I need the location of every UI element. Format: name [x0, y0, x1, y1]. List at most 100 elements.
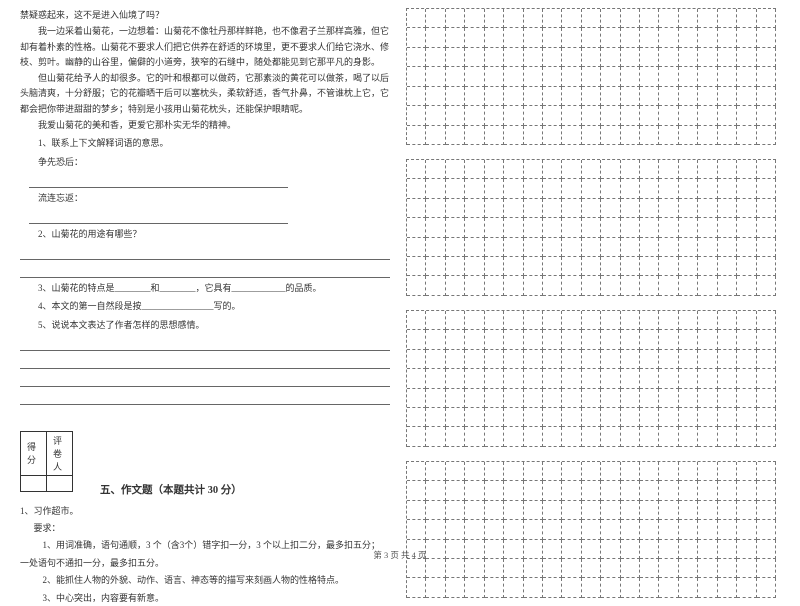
- writing-grid-cell[interactable]: [465, 48, 484, 67]
- writing-grid-cell[interactable]: [698, 427, 717, 446]
- writing-grid-cell[interactable]: [659, 330, 678, 349]
- writing-grid-cell[interactable]: [737, 559, 756, 578]
- writing-grid-cell[interactable]: [426, 238, 445, 257]
- writing-grid-cell[interactable]: [465, 28, 484, 47]
- writing-grid-cell[interactable]: [737, 257, 756, 276]
- writing-grid-cell[interactable]: [679, 28, 698, 47]
- writing-grid-cell[interactable]: [679, 87, 698, 106]
- writing-grid-cell[interactable]: [582, 389, 601, 408]
- writing-grid-cell[interactable]: [407, 330, 426, 349]
- writing-grid-cell[interactable]: [485, 462, 504, 481]
- writing-grid-cell[interactable]: [757, 199, 776, 218]
- writing-grid-cell[interactable]: [640, 276, 659, 295]
- writing-grid-cell[interactable]: [446, 179, 465, 198]
- writing-grid-cell[interactable]: [426, 179, 445, 198]
- writing-grid-cell[interactable]: [426, 369, 445, 388]
- writing-grid-cell[interactable]: [407, 28, 426, 47]
- writing-grid-cell[interactable]: [465, 501, 484, 520]
- writing-grid-cell[interactable]: [640, 350, 659, 369]
- writing-grid-cell[interactable]: [757, 501, 776, 520]
- answer-line[interactable]: [20, 373, 390, 387]
- writing-grid-cell[interactable]: [621, 481, 640, 500]
- writing-grid-cell[interactable]: [718, 48, 737, 67]
- writing-grid-cell[interactable]: [718, 408, 737, 427]
- writing-grid-cell[interactable]: [582, 126, 601, 145]
- writing-grid-cell[interactable]: [679, 350, 698, 369]
- writing-grid-cell[interactable]: [524, 276, 543, 295]
- writing-grid-cell[interactable]: [504, 369, 523, 388]
- writing-grid-cell[interactable]: [504, 238, 523, 257]
- writing-grid-cell[interactable]: [679, 427, 698, 446]
- writing-grid-cell[interactable]: [698, 160, 717, 179]
- writing-grid-cell[interactable]: [504, 257, 523, 276]
- writing-grid-cell[interactable]: [465, 369, 484, 388]
- writing-grid-cell[interactable]: [737, 9, 756, 28]
- writing-grid-cell[interactable]: [621, 427, 640, 446]
- writing-grid-cell[interactable]: [640, 501, 659, 520]
- writing-grid-cell[interactable]: [485, 28, 504, 47]
- writing-grid-cell[interactable]: [601, 199, 620, 218]
- writing-grid-cell[interactable]: [698, 559, 717, 578]
- writing-grid-cell[interactable]: [718, 179, 737, 198]
- writing-grid-cell[interactable]: [601, 369, 620, 388]
- writing-grid-cell[interactable]: [426, 276, 445, 295]
- writing-grid-cell[interactable]: [465, 9, 484, 28]
- writing-grid-cell[interactable]: [601, 238, 620, 257]
- writing-grid-cell[interactable]: [465, 276, 484, 295]
- writing-grid-cell[interactable]: [426, 501, 445, 520]
- writing-grid-cell[interactable]: [621, 28, 640, 47]
- writing-grid-cell[interactable]: [407, 67, 426, 86]
- writing-grid-cell[interactable]: [524, 408, 543, 427]
- writing-grid-cell[interactable]: [485, 67, 504, 86]
- writing-grid-cell[interactable]: [640, 311, 659, 330]
- writing-grid-cell[interactable]: [601, 578, 620, 597]
- writing-grid-cell[interactable]: [698, 578, 717, 597]
- writing-grid-cell[interactable]: [426, 578, 445, 597]
- writing-grid-cell[interactable]: [562, 199, 581, 218]
- writing-grid-cell[interactable]: [426, 28, 445, 47]
- writing-grid-cell[interactable]: [524, 578, 543, 597]
- writing-grid-cell[interactable]: [621, 106, 640, 125]
- writing-grid-cell[interactable]: [659, 48, 678, 67]
- writing-grid-cell[interactable]: [407, 559, 426, 578]
- writing-grid-cell[interactable]: [679, 179, 698, 198]
- writing-grid-cell[interactable]: [504, 427, 523, 446]
- writing-grid-cell[interactable]: [601, 427, 620, 446]
- writing-grid-cell[interactable]: [659, 257, 678, 276]
- writing-grid-cell[interactable]: [407, 501, 426, 520]
- writing-grid-cell[interactable]: [640, 257, 659, 276]
- writing-grid-cell[interactable]: [465, 350, 484, 369]
- writing-grid-cell[interactable]: [582, 179, 601, 198]
- writing-grid-cell[interactable]: [601, 218, 620, 237]
- writing-grid-cell[interactable]: [698, 28, 717, 47]
- writing-grid-cell[interactable]: [737, 520, 756, 539]
- writing-grid-cell[interactable]: [485, 427, 504, 446]
- writing-grid-cell[interactable]: [640, 126, 659, 145]
- writing-grid-cell[interactable]: [621, 408, 640, 427]
- writing-grid-cell[interactable]: [718, 330, 737, 349]
- writing-grid-cell[interactable]: [582, 67, 601, 86]
- writing-grid-cell[interactable]: [446, 218, 465, 237]
- writing-grid-cell[interactable]: [562, 106, 581, 125]
- writing-grid-cell[interactable]: [582, 462, 601, 481]
- writing-grid-cell[interactable]: [562, 520, 581, 539]
- writing-grid-cell[interactable]: [718, 578, 737, 597]
- writing-grid-cell[interactable]: [582, 427, 601, 446]
- writing-grid-cell[interactable]: [621, 67, 640, 86]
- writing-grid-cell[interactable]: [621, 257, 640, 276]
- writing-grid-cell[interactable]: [698, 350, 717, 369]
- writing-grid-cell[interactable]: [679, 199, 698, 218]
- writing-grid-cell[interactable]: [543, 311, 562, 330]
- writing-grid-cell[interactable]: [582, 311, 601, 330]
- writing-grid-cell[interactable]: [426, 427, 445, 446]
- answer-line[interactable]: [20, 337, 390, 351]
- writing-grid-cell[interactable]: [485, 481, 504, 500]
- writing-grid-cell[interactable]: [718, 462, 737, 481]
- writing-grid-cell[interactable]: [659, 67, 678, 86]
- writing-grid-cell[interactable]: [504, 28, 523, 47]
- writing-grid-cell[interactable]: [562, 462, 581, 481]
- writing-grid-cell[interactable]: [601, 160, 620, 179]
- writing-grid-cell[interactable]: [679, 126, 698, 145]
- writing-grid-cell[interactable]: [426, 67, 445, 86]
- writing-grid-cell[interactable]: [621, 160, 640, 179]
